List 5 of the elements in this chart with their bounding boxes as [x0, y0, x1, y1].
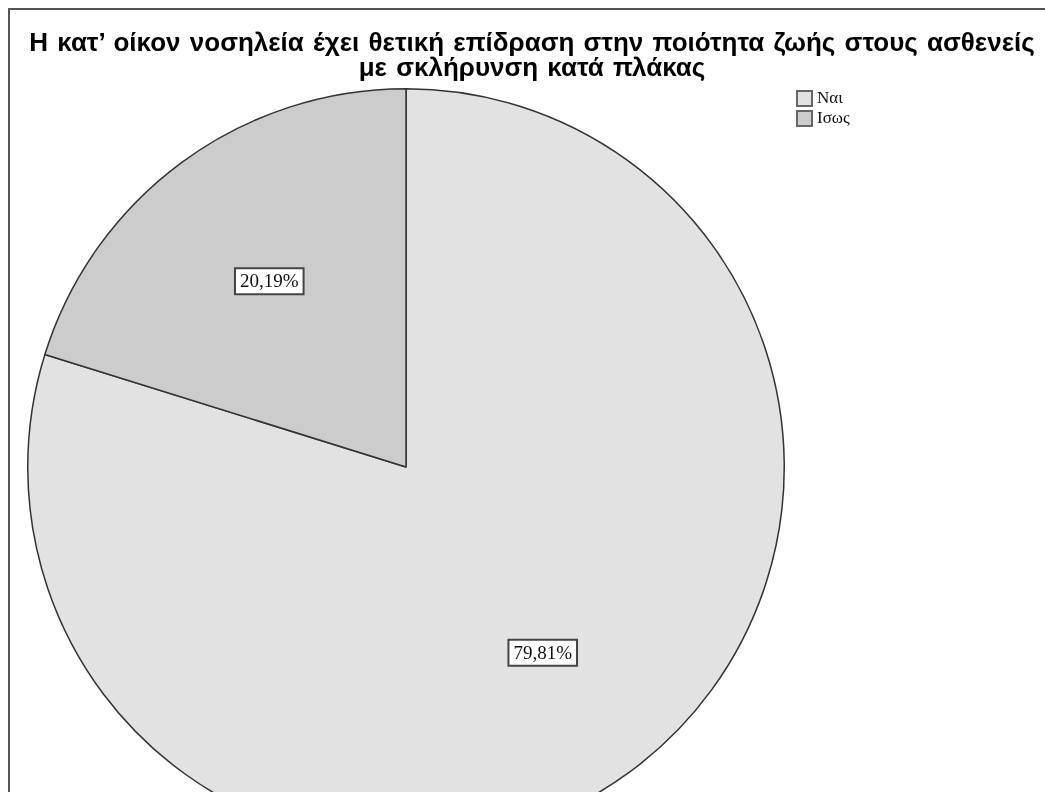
- legend-label: Ισως: [817, 108, 850, 128]
- chart-title: Η κατ’ οίκον νοσηλεία έχει θετική επίδραση στην ποιότητα ζωής στους ασθενείς με σκλήρυνση κατά πλάκας: [28, 27, 1036, 82]
- data-label: 20,19%: [239, 270, 299, 292]
- legend-label: Ναι: [817, 88, 843, 108]
- data-label: 79,81%: [513, 641, 573, 663]
